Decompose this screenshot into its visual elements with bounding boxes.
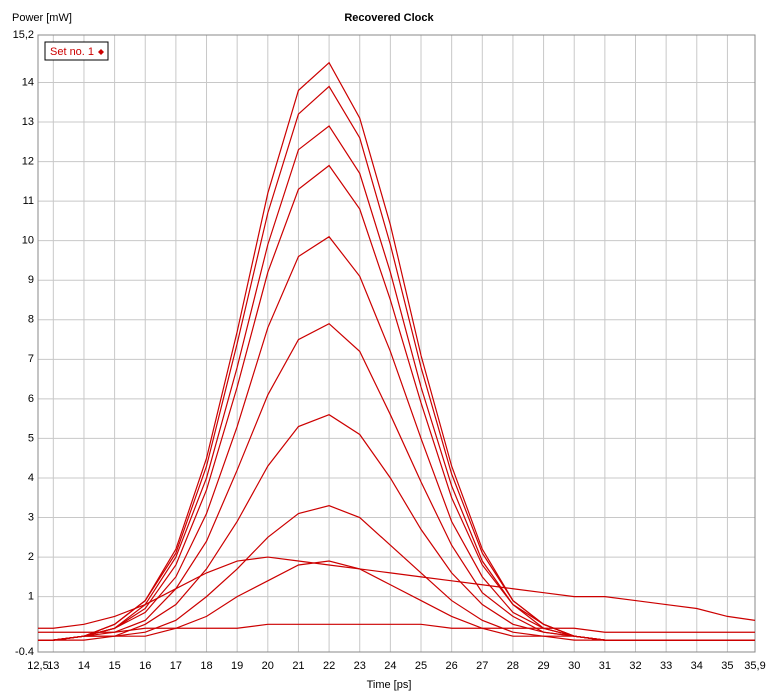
x-tick-label: 19 — [231, 660, 243, 672]
x-tick-label: 28 — [507, 660, 519, 672]
y-tick-label: 5 — [28, 432, 34, 444]
legend-label: Set no. 1 — [50, 46, 94, 58]
x-tick-label: 33 — [660, 660, 672, 672]
x-tick-label: 13 — [47, 660, 59, 672]
x-tick-label: 29 — [537, 660, 549, 672]
x-tick-label: 21 — [292, 660, 304, 672]
x-tick-label: 26 — [446, 660, 458, 672]
x-tick-label: 30 — [568, 660, 580, 672]
x-tick-label: 22 — [323, 660, 335, 672]
x-tick-label: 12,5 — [27, 660, 48, 672]
y-tick-label: 10 — [22, 235, 34, 247]
y-tick-label: 2 — [28, 551, 34, 563]
x-tick-label: 24 — [384, 660, 396, 672]
y-tick-label: 1 — [28, 591, 34, 603]
x-tick-label: 35,9 — [744, 660, 765, 672]
y-tick-label: 7 — [28, 353, 34, 365]
legend-box — [44, 41, 109, 61]
x-tick-label: 14 — [78, 660, 90, 672]
x-tick-label: 17 — [170, 660, 182, 672]
y-tick-label: 8 — [28, 314, 34, 326]
trace-line — [38, 556, 756, 629]
y-tick-label: 4 — [28, 472, 34, 484]
y-tick-label: -0.4 — [15, 646, 34, 658]
y-tick-label: 13 — [22, 116, 34, 128]
x-tick-label: 31 — [599, 660, 611, 672]
trace-line — [38, 560, 755, 641]
y-tick-label: 11 — [23, 195, 34, 207]
y-tick-label: 9 — [28, 274, 34, 286]
x-tick-label: 27 — [476, 660, 488, 672]
x-tick-label: 16 — [139, 660, 151, 672]
x-tick-label: 23 — [354, 660, 366, 672]
x-tick-label: 35 — [721, 660, 733, 672]
x-tick-label: 32 — [629, 660, 641, 672]
y-tick-label: 15,2 — [13, 29, 34, 41]
x-tick-label: 15 — [108, 660, 120, 672]
x-tick-label: 18 — [200, 660, 212, 672]
y-tick-label: 14 — [22, 76, 34, 88]
x-axis-label: Time [ps] — [367, 679, 412, 691]
x-tick-label: 20 — [262, 660, 274, 672]
y-tick-label: 3 — [28, 511, 34, 523]
chart-title: Recovered Clock — [344, 12, 434, 24]
x-tick-label: 25 — [415, 660, 427, 672]
y-axis-label: Power [mW] — [12, 12, 72, 24]
y-tick-label: 12 — [22, 155, 34, 167]
plot-frame — [37, 34, 756, 653]
x-tick-label: 34 — [691, 660, 703, 672]
trace-line — [38, 623, 755, 633]
y-tick-label: 6 — [28, 393, 34, 405]
legend-marker — [98, 49, 104, 55]
